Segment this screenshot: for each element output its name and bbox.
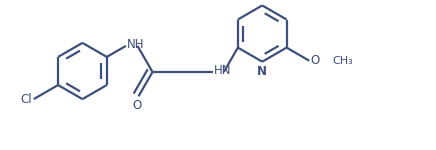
Text: O: O (310, 54, 320, 67)
Text: HN: HN (214, 64, 231, 77)
Text: O: O (133, 99, 142, 112)
Text: Cl: Cl (20, 93, 32, 106)
Text: N: N (257, 65, 267, 78)
Text: CH₃: CH₃ (333, 56, 354, 66)
Text: NH: NH (127, 38, 144, 51)
